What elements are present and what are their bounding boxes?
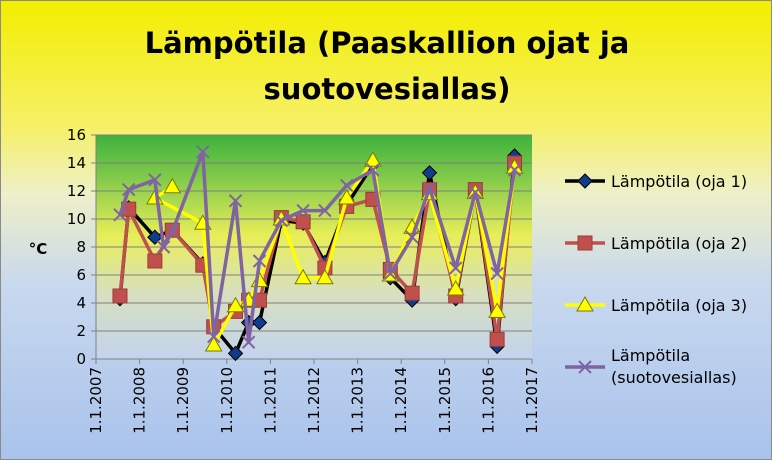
data-point [112,288,128,304]
legend-label: Lämpötila (oja 2) [611,234,747,253]
x-tick-label: 1.1.2016 [479,367,497,434]
data-point [295,214,311,230]
data-point [226,296,245,313]
y-tick-label: 12 [67,182,86,200]
data-point [196,145,210,159]
data-point [241,335,256,349]
data-point [156,240,171,254]
y-axis-label: °C [29,240,48,258]
data-point [404,285,420,301]
legend-label: Lämpötila (oja 3) [611,296,747,315]
data-point [165,224,180,239]
y-tick-label: 0 [76,350,86,368]
legend-marker [577,235,593,251]
data-point [339,178,354,193]
data-point [507,163,522,177]
y-tick-label: 4 [76,294,86,312]
x-tick-label: 1.1.2009 [174,367,192,434]
legend-marker [576,295,594,312]
data-point [113,208,127,222]
gridlines [91,134,532,360]
data-point [274,213,289,228]
data-point [446,279,465,296]
y-tick-labels: 0 2 4 6 8 10 12 14 16 [67,126,86,368]
data-point [296,203,310,218]
legend-marker [577,173,593,189]
chart-title-line-1: Lämpötila (Paaskallion ojat ja [145,26,630,60]
data-point [227,345,244,362]
legend-entry-4: Lämpötila (suotovesiallas) [565,346,737,387]
data-point [421,165,438,181]
data-point [337,188,356,205]
y-tick-label: 10 [67,210,86,228]
y-tick-label: 6 [76,266,86,284]
series-layer [112,145,524,362]
data-point [251,314,268,331]
x-tick-label: 1.1.2011 [261,367,279,434]
data-point [316,268,334,285]
legend-entry-2: Lämpötila (oja 2) [565,234,747,253]
data-point [383,266,398,281]
series-line [118,150,517,344]
x-tick-label: 1.1.2017 [523,367,541,434]
x-tick-label: 1.1.2010 [218,367,236,434]
x-tick-labels: 1.1.2007 1.1.2008 1.1.2009 1.1.2010 1.1.2011… [87,359,541,434]
legend-marker [578,360,592,374]
data-point [468,185,483,200]
data-point [147,253,163,269]
data-point [163,177,182,194]
data-point [121,182,136,197]
y-tick-label: 14 [67,154,86,172]
data-point [207,329,221,344]
data-point [489,331,505,347]
x-tick-label: 1.1.2015 [436,367,454,434]
data-point [422,181,437,195]
data-point [318,203,332,218]
x-tick-label: 1.1.2008 [131,367,149,434]
legend-label: Lämpötila (suotovesiallas) [611,346,737,387]
data-point [490,266,504,281]
data-point [294,268,312,285]
x-tick-label: 1.1.2012 [305,367,323,434]
series-4 [113,145,522,349]
data-point [252,254,267,268]
data-point [366,163,380,177]
y-tick-label: 16 [67,126,86,144]
x-tick-label: 1.1.2013 [349,367,367,434]
y-tick-label: 2 [76,322,86,340]
data-point [448,261,463,275]
data-point [228,194,243,208]
y-tick-label: 8 [76,238,86,256]
legend-entry-3: Lämpötila (oja 3) [565,295,747,315]
legend-label: Lämpötila (oja 1) [611,172,747,191]
x-tick-label: 1.1.2014 [392,367,410,434]
data-point [363,151,382,167]
data-point [204,335,223,352]
data-point [405,230,419,244]
legend-entry-1: Lämpötila (oja 1) [565,172,747,191]
chart-title-line-2: suotovesiallas) [264,72,511,106]
data-point [488,302,506,318]
x-tick-label: 1.1.2007 [87,367,105,434]
legend: Lämpötila (oja 1) Lämpötila (oja 2) Lämpöt… [565,172,747,387]
data-point [148,173,162,187]
